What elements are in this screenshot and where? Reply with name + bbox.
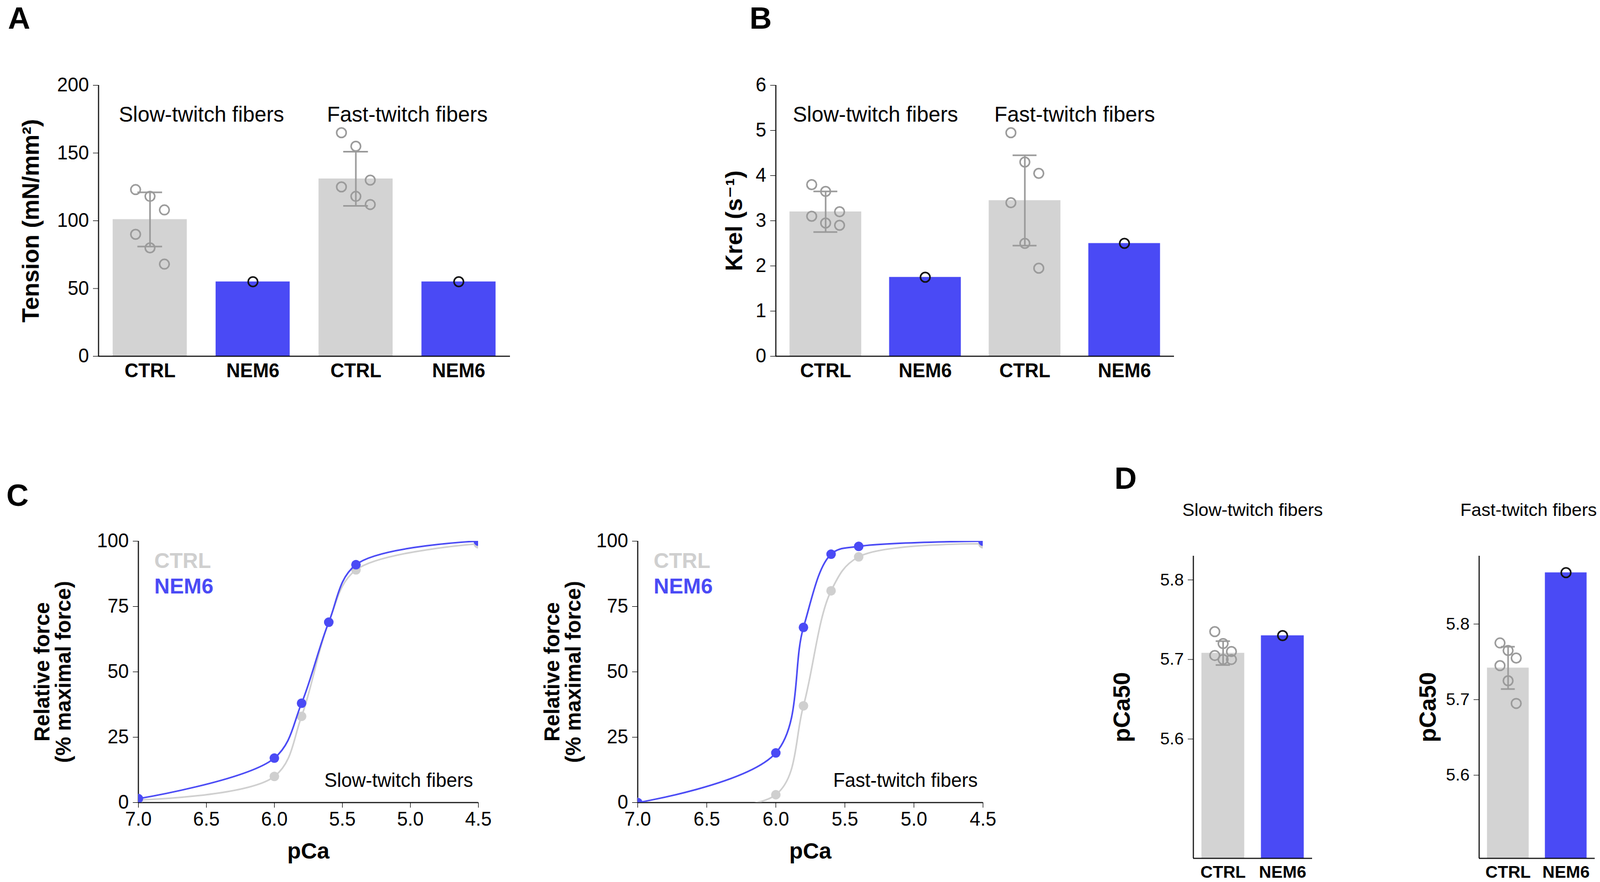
svg-text:6.5: 6.5 [192,807,220,830]
svg-text:100: 100 [596,529,628,552]
svg-text:5.5: 5.5 [831,807,858,830]
svg-text:pCa50: pCa50 [1108,671,1135,743]
svg-text:NEM6: NEM6 [1258,862,1307,882]
svg-text:5.0: 5.0 [900,807,927,830]
svg-text:4.5: 4.5 [464,807,492,830]
svg-text:5.6: 5.6 [1160,728,1184,748]
svg-text:50: 50 [606,660,628,683]
svg-text:CTRL: CTRL [124,359,176,382]
svg-text:50: 50 [67,277,89,300]
svg-text:6.0: 6.0 [260,807,288,830]
svg-text:0: 0 [78,344,89,367]
svg-text:pCa50: pCa50 [1414,671,1441,743]
svg-text:0: 0 [617,790,629,813]
html-text:A: A [7,0,31,36]
svg-text:CTRL: CTRL [1485,862,1531,882]
svg-text:Relative force(% maximal force: Relative force(% maximal force) [30,580,75,763]
svg-text:4: 4 [755,164,767,186]
svg-text:7.0: 7.0 [624,807,651,830]
svg-text:pCa: pCa [287,838,330,864]
svg-text:5.8: 5.8 [1445,614,1470,634]
svg-text:Fast-twitch fibers: Fast-twitch fibers [994,102,1155,126]
svg-text:Slow-twitch fibers: Slow-twitch fibers [324,769,473,791]
svg-text:0: 0 [755,344,767,367]
svg-text:NEM6: NEM6 [653,574,713,598]
svg-text:Tension (mN/mm²): Tension (mN/mm²) [17,118,44,323]
svg-text:1: 1 [755,299,767,322]
svg-text:25: 25 [107,725,129,748]
svg-text:50: 50 [107,660,129,683]
svg-text:5: 5 [755,118,767,141]
svg-text:Relative force(% maximal force: Relative force(% maximal force) [540,580,585,763]
svg-text:6.5: 6.5 [693,807,720,830]
svg-text:6.0: 6.0 [762,807,789,830]
svg-text:NEM6: NEM6 [1542,862,1590,882]
svg-text:5.6: 5.6 [1445,764,1470,785]
svg-text:CTRL: CTRL [999,359,1051,382]
svg-text:CTRL: CTRL [154,548,212,573]
svg-text:100: 100 [56,209,89,232]
svg-text:7.0: 7.0 [124,807,152,830]
svg-text:pCa: pCa [789,838,832,864]
svg-text:CTRL: CTRL [1200,862,1246,882]
svg-text:75: 75 [107,594,129,617]
svg-text:4.5: 4.5 [969,807,997,830]
svg-text:6: 6 [755,73,767,96]
svg-text:5.5: 5.5 [328,807,356,830]
svg-text:Krel (s⁻¹): Krel (s⁻¹) [720,170,747,271]
svg-text:100: 100 [96,529,129,552]
svg-text:Slow-twitch fibers: Slow-twitch fibers [118,102,285,126]
svg-text:75: 75 [606,594,628,617]
svg-text:5.0: 5.0 [396,807,424,830]
svg-text:3: 3 [755,209,767,232]
svg-text:Fast-twitch fibers: Fast-twitch fibers [832,769,978,791]
svg-text:2: 2 [755,254,767,277]
html-text:C: C [6,477,29,513]
svg-text:CTRL: CTRL [330,359,382,382]
html-text:Slow-twitch fibers: Slow-twitch fibers [1182,499,1323,520]
html-text:Fast-twitch fibers: Fast-twitch fibers [1460,499,1597,520]
svg-text:NEM6: NEM6 [1098,359,1152,382]
svg-text:0: 0 [118,790,129,813]
svg-text:NEM6: NEM6 [154,574,214,598]
svg-text:Slow-twitch fibers: Slow-twitch fibers [792,102,958,126]
html-text:B: B [749,0,772,36]
svg-text:CTRL: CTRL [653,548,711,573]
svg-text:CTRL: CTRL [800,359,851,382]
svg-text:5.8: 5.8 [1160,569,1184,590]
svg-text:NEM6: NEM6 [898,359,952,382]
svg-text:150: 150 [56,141,89,164]
html-text:D: D [1114,460,1137,496]
svg-text:25: 25 [606,725,628,748]
svg-text:NEM6: NEM6 [226,359,280,382]
svg-text:Fast-twitch fibers: Fast-twitch fibers [327,102,488,126]
svg-text:5.7: 5.7 [1445,689,1470,709]
svg-text:NEM6: NEM6 [432,359,486,382]
svg-text:5.7: 5.7 [1160,649,1184,669]
svg-text:200: 200 [56,73,89,96]
